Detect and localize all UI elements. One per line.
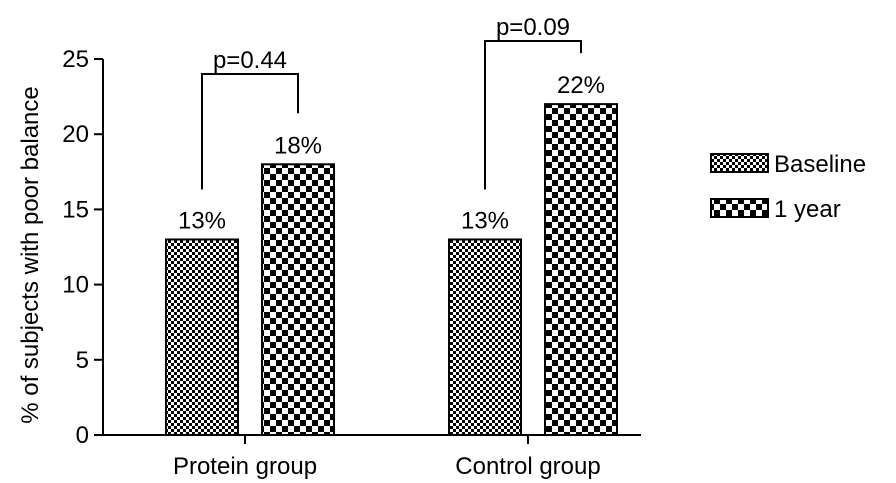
bar-data-label: 13% <box>178 207 226 234</box>
bars: 13% 18% 13% 22% <box>165 72 618 437</box>
p-value-label: p=0.44 <box>213 47 287 74</box>
legend-swatch <box>710 198 769 218</box>
y-axis: 0 5 10 15 20 25 <box>62 46 104 449</box>
bar-data-label: 22% <box>557 72 605 99</box>
legend-label: 1 year <box>774 196 841 223</box>
y-tick-label: 25 <box>62 46 89 73</box>
bar <box>165 238 239 436</box>
x-category-label: Control group <box>455 453 600 480</box>
x-axis: Protein group Control group <box>103 434 641 480</box>
bar <box>448 238 522 436</box>
significance-brackets: p=0.44 p=0.09 <box>201 14 582 190</box>
bar <box>261 163 335 436</box>
y-tick-label: 5 <box>76 347 89 374</box>
y-tick-label: 15 <box>62 196 89 223</box>
y-tick-label: 0 <box>76 422 89 449</box>
bar <box>544 103 618 437</box>
legend-swatch <box>710 153 769 173</box>
p-value-label: p=0.09 <box>496 14 570 41</box>
y-tick-label: 20 <box>62 121 89 148</box>
y-axis-title: % of subjects with poor balance <box>17 86 44 424</box>
legend-label: Baseline <box>774 151 866 178</box>
y-tick-label: 10 <box>62 272 89 299</box>
legend: Baseline 1 year <box>710 151 866 223</box>
significance-bracket <box>484 40 582 190</box>
bar-data-label: 13% <box>461 207 509 234</box>
x-category-label: Protein group <box>173 453 317 480</box>
significance-bracket <box>201 73 299 190</box>
bar-data-label: 18% <box>274 132 322 159</box>
